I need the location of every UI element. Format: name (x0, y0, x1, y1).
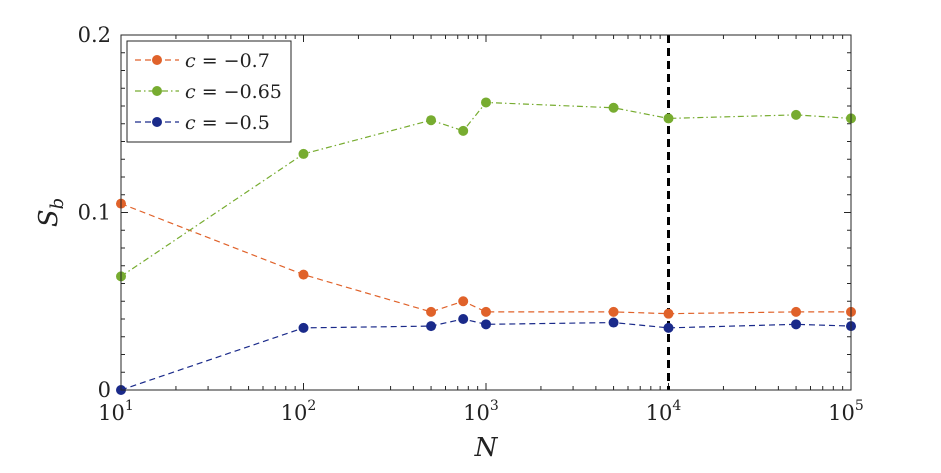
x-tick-label: 103 (463, 398, 499, 425)
legend-label: c = −0.65 (185, 81, 282, 103)
x-tick-exponent: 3 (490, 398, 499, 414)
series-3-point (426, 321, 437, 332)
series-1-point (426, 306, 437, 317)
legend-swatch-marker (152, 86, 162, 96)
series-3-point (481, 319, 491, 330)
y-tick-label: 0.2 (78, 23, 111, 47)
x-tick-exponent: 1 (125, 398, 134, 414)
legend-label: c = −0.5 (185, 112, 270, 134)
series-2-point (608, 102, 619, 113)
y-axis-title-sub: b (47, 198, 68, 210)
series-line-3 (120, 318, 852, 391)
y-axis-title-main: S (34, 209, 64, 227)
series-1-point (481, 306, 491, 317)
x-tick-base: 10 (646, 401, 673, 425)
x-tick-exponent: 4 (672, 398, 681, 414)
legend-label-var: c (185, 81, 196, 103)
legend-swatch-marker (152, 55, 162, 65)
x-tick-label: 105 (828, 398, 864, 425)
series-3-point (458, 314, 469, 324)
x-tick-label: 101 (98, 398, 134, 425)
x-tick-base: 10 (828, 401, 855, 425)
x-tick-label: 104 (646, 398, 682, 425)
x-tick-exponent: 5 (855, 398, 864, 414)
series-2-point (426, 115, 437, 126)
x-tick-label: 102 (281, 398, 317, 425)
series-1-point (608, 306, 619, 317)
legend-label-eq: = −0.7 (196, 50, 270, 72)
x-tick-base: 10 (281, 401, 308, 425)
series-2-point (791, 109, 802, 120)
series-2-point (458, 125, 469, 136)
series-1-point (663, 308, 674, 319)
legend-label-eq: = −0.5 (196, 112, 270, 134)
y-tick-label: 0.1 (78, 201, 111, 225)
legend-label-var: c (185, 50, 196, 72)
x-tick-base: 10 (98, 401, 125, 425)
series-2-point (481, 97, 491, 108)
series-line-1 (120, 203, 851, 315)
legend-swatch-marker (152, 117, 162, 127)
x-axis-title: N (474, 433, 499, 463)
series-3-point (791, 319, 802, 330)
legend-label-eq: = −0.65 (196, 81, 282, 103)
series-1-point (458, 296, 469, 307)
plot-area-frame (120, 34, 852, 391)
legend-label-var: c (185, 112, 196, 134)
series-1-point (298, 269, 309, 280)
legend: c = −0.7c = −0.65c = −0.5 (126, 40, 292, 143)
series-1-point (791, 306, 802, 317)
series-2-point (663, 113, 674, 124)
series-3-point (663, 322, 674, 333)
legend-label: c = −0.7 (185, 50, 270, 72)
x-tick-exponent: 2 (307, 398, 316, 414)
x-tick-base: 10 (463, 401, 490, 425)
series-3-point (608, 317, 619, 328)
axis-ticks (120, 34, 851, 391)
y-axis-title: Sb (34, 198, 68, 227)
series-2-point (298, 148, 309, 159)
y-tick-label: 0 (98, 378, 111, 402)
series-3-point (298, 322, 309, 333)
